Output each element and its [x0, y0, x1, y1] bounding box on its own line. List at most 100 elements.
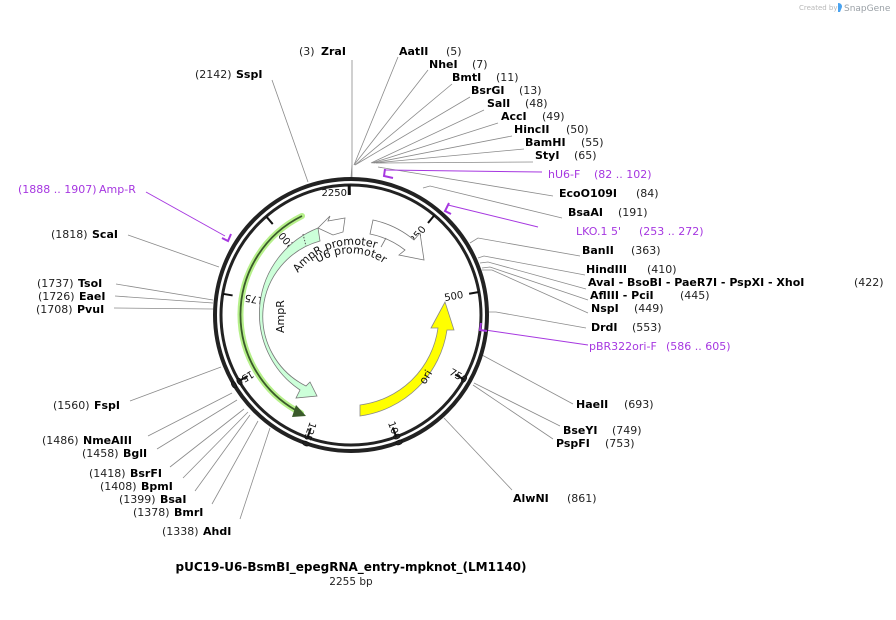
svg-text:(84): (84): [636, 187, 659, 200]
svg-text:(1737): (1737): [37, 277, 74, 290]
primer-pbr322ori-f[interactable]: pBR322ori-F (586 .. 605): [589, 340, 731, 353]
svg-text:(1708): (1708): [36, 303, 73, 316]
site-bpmi[interactable]: (1408) BpmI: [100, 480, 173, 493]
plasmid-name: pUC19-U6-BsmBI_epegRNA_entry-mpknot_(LM1…: [175, 560, 526, 575]
site-tsoi[interactable]: (1737) TsoI: [37, 277, 102, 290]
feature-ori-label: ori: [417, 368, 436, 387]
site-scai[interactable]: (1818) ScaI: [51, 228, 118, 241]
site-nspi[interactable]: NspI (449): [591, 302, 664, 315]
tick-250: [427, 214, 436, 224]
primer-marker-ampr: [221, 233, 232, 243]
site-haeii[interactable]: HaeII (693): [576, 398, 654, 411]
enzyme-labels-left: (3) ZraI (2142) SspI (1818) ScaI (1737) TsoI…: [36, 45, 346, 538]
svg-text:(553): (553): [632, 321, 662, 334]
svg-text:EaeI: EaeI: [79, 290, 106, 303]
site-sali[interactable]: SalI (48): [487, 97, 548, 110]
tick-label-1000: 1000: [385, 420, 404, 448]
svg-text:(445): (445): [680, 289, 710, 302]
svg-text:(50): (50): [566, 123, 589, 136]
tick-1000: [391, 427, 398, 438]
primer-lko1-5[interactable]: LKO.1 5' (253 .. 272): [576, 225, 704, 238]
svg-text:(1408): (1408): [100, 480, 137, 493]
site-sspi[interactable]: (2142) SspI: [195, 68, 262, 81]
site-banii[interactable]: BanII (363): [582, 244, 661, 257]
tick-2000: [265, 215, 274, 225]
primer-leaders: [145, 169, 589, 346]
site-alwni[interactable]: AlwNI (861): [513, 492, 597, 505]
site-fspi[interactable]: (1560) FspI: [53, 399, 120, 412]
feature-ampr[interactable]: AmpR: [259, 227, 321, 399]
site-drdi[interactable]: DrdI (553): [591, 321, 662, 334]
site-afliii-pcii[interactable]: AflIII - PciI (445): [590, 289, 710, 302]
svg-text:(49): (49): [542, 110, 565, 123]
site-nhei[interactable]: NheI (7): [429, 58, 488, 71]
site-bamhi[interactable]: BamHI (55): [525, 136, 604, 149]
svg-text:(693): (693): [624, 398, 654, 411]
enzyme-leaders-right: [353, 56, 589, 491]
site-avai-xhoi[interactable]: AvaI - BsoBI - PaeR7I - PspXI - XhoI (422…: [588, 276, 884, 289]
svg-text:NspI: NspI: [591, 302, 619, 315]
primer-amp-r[interactable]: (1888 .. 1907) Amp-R: [18, 183, 136, 196]
primer-hu6f[interactable]: hU6-F (82 .. 102): [548, 168, 652, 181]
primer-markers: [221, 168, 488, 332]
svg-text:(749): (749): [612, 424, 642, 437]
site-bsrgi[interactable]: BsrGI (13): [471, 84, 542, 97]
enzyme-leaders-left: [113, 60, 353, 520]
svg-text:hU6-F: hU6-F: [548, 168, 580, 181]
svg-text:SspI: SspI: [236, 68, 262, 81]
svg-text:(586 .. 605): (586 .. 605): [666, 340, 731, 353]
credit-brand: SnapGene: [844, 4, 891, 14]
plasmid-length: 2255 bp: [329, 576, 373, 588]
site-acci[interactable]: AccI (49): [501, 110, 565, 123]
site-pvui[interactable]: (1708) PvuI: [36, 303, 104, 316]
svg-text:BglI: BglI: [123, 447, 147, 460]
tick-1250: [306, 427, 312, 438]
svg-text:StyI: StyI: [535, 149, 559, 162]
svg-text:LKO.1 5': LKO.1 5': [576, 225, 621, 238]
svg-text:NheI: NheI: [429, 58, 458, 71]
site-pspfi[interactable]: PspFI (753): [556, 437, 635, 450]
svg-text:(861): (861): [567, 492, 597, 505]
site-hindiii[interactable]: HindIII (410): [586, 263, 677, 276]
ampr-highlight: [237, 213, 306, 417]
site-ecoo109i[interactable]: EcoO109I (84): [559, 187, 659, 200]
site-hincii[interactable]: HincII (50): [514, 123, 589, 136]
site-styi[interactable]: StyI (65): [535, 149, 597, 162]
tick-label-750: 750: [447, 367, 469, 386]
svg-text:(11): (11): [496, 71, 519, 84]
feature-ori[interactable]: ori: [359, 300, 455, 417]
svg-text:BsrFI: BsrFI: [130, 467, 162, 480]
feature-u6-promoter-label: U6 promoter: [313, 243, 390, 266]
svg-text:BmrI: BmrI: [174, 506, 203, 519]
svg-text:PspFI: PspFI: [556, 437, 590, 450]
site-bsaai[interactable]: BsaAI (191): [568, 206, 648, 219]
site-bmti[interactable]: BmtI (11): [452, 71, 519, 84]
svg-text:NmeAIII: NmeAIII: [83, 434, 132, 447]
svg-text:(7): (7): [472, 58, 488, 71]
svg-text:TsoI: TsoI: [78, 277, 102, 290]
svg-text:AhdI: AhdI: [203, 525, 231, 538]
site-bsrfi[interactable]: (1418) BsrFI: [89, 467, 162, 480]
site-bmri[interactable]: (1378) BmrI: [133, 506, 203, 519]
svg-text:(449): (449): [634, 302, 664, 315]
svg-text:(1818): (1818): [51, 228, 88, 241]
site-ahdi[interactable]: (1338) AhdI: [162, 525, 231, 538]
svg-text:BsrGI: BsrGI: [471, 84, 504, 97]
svg-text:(1399): (1399): [119, 493, 156, 506]
site-eaei[interactable]: (1726) EaeI: [38, 290, 106, 303]
site-bseyi[interactable]: BseYI (749): [563, 424, 642, 437]
svg-text:pBR322ori-F: pBR322ori-F: [589, 340, 657, 353]
site-bgli[interactable]: (1458) BglI: [82, 447, 147, 460]
primer-marker-pbr322: [478, 322, 488, 332]
tick-label-500: 500: [444, 290, 465, 304]
site-aatii[interactable]: AatII (5): [399, 45, 462, 58]
svg-text:BsaAI: BsaAI: [568, 206, 603, 219]
svg-text:(3): (3): [299, 45, 315, 58]
site-bsai[interactable]: (1399) BsaI: [119, 493, 186, 506]
svg-text:(82 .. 102): (82 .. 102): [594, 168, 652, 181]
enzyme-labels-right: AatII (5) NheI (7) BmtI (11) BsrGI (13) SalI…: [399, 45, 884, 505]
site-nmeaiii[interactable]: (1486) NmeAIII: [42, 434, 132, 447]
snapgene-credit[interactable]: Created by SnapGene: [799, 3, 891, 14]
site-zrai[interactable]: (3) ZraI: [299, 45, 346, 58]
svg-text:(753): (753): [605, 437, 635, 450]
